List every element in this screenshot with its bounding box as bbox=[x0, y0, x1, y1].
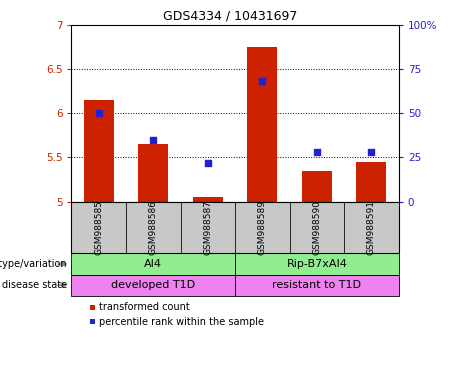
Bar bbox=[302, 171, 332, 202]
Text: GSM988586: GSM988586 bbox=[149, 200, 158, 255]
Text: AI4: AI4 bbox=[144, 259, 162, 269]
Bar bbox=[193, 197, 223, 202]
Text: Rip-B7xAI4: Rip-B7xAI4 bbox=[286, 259, 348, 269]
Bar bbox=[356, 162, 386, 202]
Point bbox=[95, 110, 102, 116]
Bar bbox=[84, 100, 114, 202]
Text: percentile rank within the sample: percentile rank within the sample bbox=[99, 317, 264, 327]
Text: GSM988590: GSM988590 bbox=[313, 200, 321, 255]
Bar bbox=[248, 47, 278, 202]
Text: GSM988585: GSM988585 bbox=[94, 200, 103, 255]
Text: GSM988587: GSM988587 bbox=[203, 200, 213, 255]
Point bbox=[204, 160, 212, 166]
Point bbox=[313, 149, 321, 155]
Bar bbox=[138, 144, 168, 202]
Text: resistant to T1D: resistant to T1D bbox=[272, 280, 361, 290]
Text: GDS4334 / 10431697: GDS4334 / 10431697 bbox=[163, 10, 298, 23]
Text: transformed count: transformed count bbox=[99, 302, 190, 312]
Text: GSM988589: GSM988589 bbox=[258, 200, 267, 255]
Text: developed T1D: developed T1D bbox=[111, 280, 195, 290]
Point bbox=[259, 78, 266, 84]
Point bbox=[368, 149, 375, 155]
Point bbox=[149, 137, 157, 143]
Text: disease state: disease state bbox=[2, 280, 67, 290]
Text: GSM988591: GSM988591 bbox=[367, 200, 376, 255]
Text: genotype/variation: genotype/variation bbox=[0, 259, 67, 269]
